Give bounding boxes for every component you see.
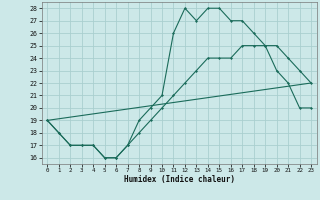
X-axis label: Humidex (Indice chaleur): Humidex (Indice chaleur) — [124, 175, 235, 184]
